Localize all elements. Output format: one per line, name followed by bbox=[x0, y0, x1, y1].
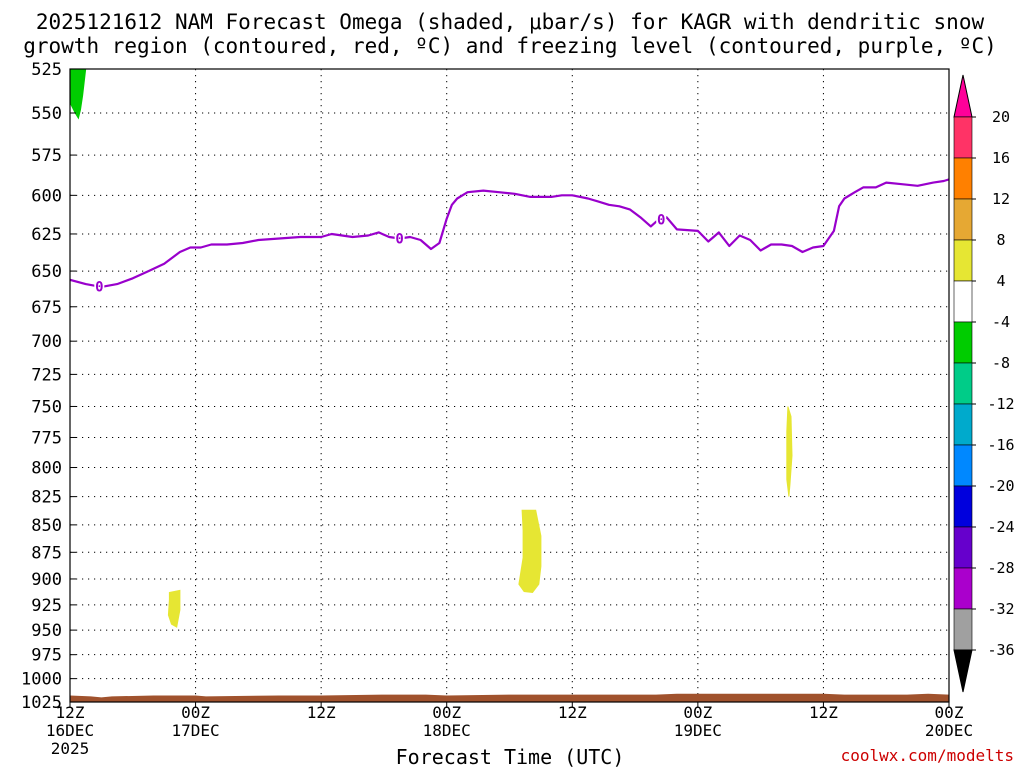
chart-title-line2: growth region (contoured, red, ºC) and f… bbox=[23, 34, 997, 58]
colorbar-band bbox=[953, 403, 973, 446]
colorbar-label: -12 bbox=[987, 395, 1014, 413]
y-tick-label: 1025 bbox=[21, 693, 62, 713]
omega-shaded-region bbox=[786, 406, 793, 497]
freezing-level-label: 0 bbox=[657, 212, 665, 228]
freezing-label-bg bbox=[94, 278, 105, 294]
x-tick-label-date: 18DEC bbox=[423, 721, 471, 740]
terrain-fill bbox=[70, 693, 949, 702]
colorbar-label: 4 bbox=[996, 272, 1005, 290]
y-tick-label: 675 bbox=[31, 298, 62, 318]
x-tick-label-time: 00Z bbox=[935, 703, 964, 722]
colorbar-label: 20 bbox=[992, 108, 1010, 126]
freezing-label-bg bbox=[656, 211, 667, 227]
colorbar-band bbox=[953, 608, 973, 651]
colorbar-band bbox=[953, 567, 973, 610]
x-tick-label-date: 16DEC bbox=[46, 721, 94, 740]
freezing-level-line bbox=[70, 178, 949, 288]
colorbar-label: -28 bbox=[987, 559, 1014, 577]
y-tick-label: 775 bbox=[31, 428, 62, 448]
colorbar-label: 12 bbox=[992, 190, 1010, 208]
colorbar-label: -8 bbox=[992, 354, 1010, 372]
y-tick-label: 800 bbox=[31, 459, 62, 479]
y-tick-label: 725 bbox=[31, 365, 62, 385]
x-tick-label-time: 00Z bbox=[432, 703, 461, 722]
freezing-level-contour: 0 0 0 bbox=[70, 178, 949, 296]
x-axis-title: Forecast Time (UTC) bbox=[396, 745, 625, 768]
colorbar-band bbox=[953, 485, 973, 528]
y-tick-label: 875 bbox=[31, 543, 62, 563]
colorbar-band bbox=[953, 116, 973, 159]
colorbar-label: -24 bbox=[987, 518, 1014, 536]
colorbar-top-arrow bbox=[953, 74, 973, 118]
colorbar-band bbox=[953, 362, 973, 405]
omega-shaded-region bbox=[518, 509, 542, 594]
pressure-axis: 525 550 575 600 625 650 675 700 725 750 775 800 825 8… bbox=[21, 60, 76, 713]
x-tick-label-date: 19DEC bbox=[674, 721, 722, 740]
plot-frame bbox=[69, 68, 950, 703]
x-tick-label-date: 17DEC bbox=[171, 721, 219, 740]
colorbar-label: -16 bbox=[987, 436, 1014, 454]
colorbar-band bbox=[953, 198, 973, 241]
y-tick-label: 600 bbox=[31, 186, 62, 206]
x-tick-label-year: 2025 bbox=[51, 739, 90, 758]
colorbar-band bbox=[953, 526, 973, 569]
colorbar-band bbox=[953, 157, 973, 200]
omega-shaded-region bbox=[70, 69, 87, 120]
freezing-label-bg bbox=[394, 230, 405, 246]
y-tick-label: 975 bbox=[31, 646, 62, 666]
x-tick-label-date: 20DEC bbox=[925, 721, 973, 740]
y-tick-label: 1000 bbox=[21, 670, 62, 690]
freezing-level-label: 0 bbox=[95, 280, 103, 296]
colorbar-band bbox=[953, 444, 973, 487]
y-tick-label: 625 bbox=[31, 225, 62, 245]
colorbar-band bbox=[953, 321, 973, 364]
y-tick-label: 525 bbox=[31, 60, 62, 80]
x-tick-label-time: 12Z bbox=[307, 703, 336, 722]
terrain-polygon bbox=[70, 693, 949, 702]
x-tick-label-time: 00Z bbox=[683, 703, 712, 722]
y-tick-label: 575 bbox=[31, 146, 62, 166]
y-tick-label: 550 bbox=[31, 104, 62, 124]
colorbar-label: -20 bbox=[987, 477, 1014, 495]
omega-shading bbox=[70, 69, 793, 628]
omega-shaded-region bbox=[167, 589, 181, 628]
x-tick-label-time: 00Z bbox=[181, 703, 210, 722]
credit-text: coolwx.com/modelts bbox=[841, 746, 1014, 765]
omega-colorbar: 20 16 12 8 4 -4 -8 -12 -16 -20 -24 -28 -32 -36 bbox=[953, 74, 1015, 693]
colorbar-label: -4 bbox=[992, 313, 1010, 331]
y-tick-label: 700 bbox=[31, 332, 62, 352]
colorbar-label: -32 bbox=[987, 600, 1014, 618]
colorbar-label: 16 bbox=[992, 149, 1010, 167]
y-tick-label: 750 bbox=[31, 397, 62, 417]
freezing-level-label: 0 bbox=[395, 231, 403, 247]
colorbar-bottom-arrow bbox=[953, 649, 973, 693]
colorbar-band bbox=[953, 239, 973, 282]
plot-grid bbox=[70, 69, 949, 702]
y-tick-label: 850 bbox=[31, 516, 62, 536]
x-tick-label-time: 12Z bbox=[558, 703, 587, 722]
y-tick-label: 650 bbox=[31, 262, 62, 282]
x-tick-label-time: 12Z bbox=[809, 703, 838, 722]
x-tick-label-time: 12Z bbox=[56, 703, 85, 722]
colorbar-band bbox=[953, 280, 973, 323]
y-tick-label: 825 bbox=[31, 488, 62, 508]
chart-title-line1: 2025121612 NAM Forecast Omega (shaded, μ… bbox=[36, 10, 985, 34]
y-tick-label: 950 bbox=[31, 621, 62, 641]
y-tick-label: 900 bbox=[31, 570, 62, 590]
y-tick-label: 925 bbox=[31, 596, 62, 616]
colorbar-label: -36 bbox=[987, 641, 1014, 659]
colorbar-label: 8 bbox=[996, 231, 1005, 249]
